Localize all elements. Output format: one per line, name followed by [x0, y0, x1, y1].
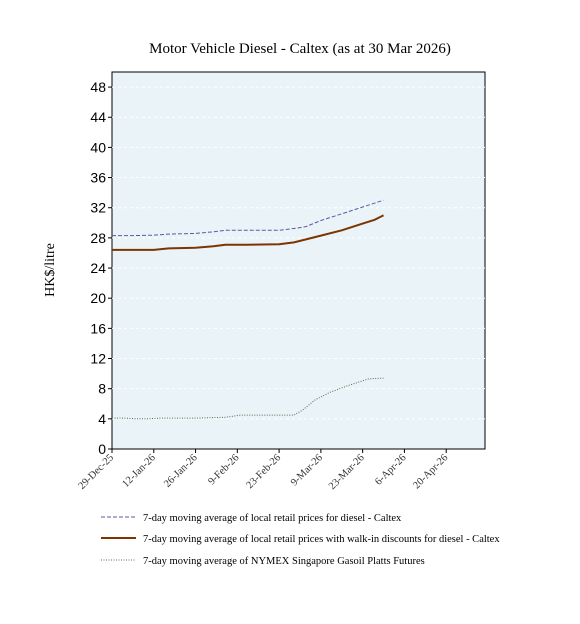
series-line-2	[112, 214, 384, 251]
series-line-3	[112, 377, 384, 420]
y-tick-label: 0	[98, 441, 106, 457]
x-tick-label: 9-Mar-26	[289, 452, 325, 488]
y-tick-label: 48	[90, 79, 106, 95]
legend: 7-day moving average of local retail pri…	[101, 513, 500, 567]
y-tick-label: 28	[90, 230, 106, 246]
y-axis-label: HK$/litre	[43, 243, 58, 297]
y-tick-label: 40	[90, 139, 106, 155]
x-axis: 29-Dec-25 12-Jan-26 26-Jan-26 9-Feb-26 23-Fe…	[77, 449, 450, 492]
x-tick-label: 23-Feb-26	[245, 452, 284, 491]
x-tick-label: 9-Feb-26	[206, 452, 241, 487]
legend-label-3: 7-day moving average of NYMEX Singapore …	[143, 556, 425, 567]
y-tick-label: 4	[98, 411, 106, 427]
plot-area	[111, 71, 486, 450]
chart-title: Motor Vehicle Diesel - Caltex (as at 30 …	[149, 41, 451, 57]
y-tick-label: 8	[98, 381, 106, 397]
y-tick-label: 44	[90, 109, 106, 125]
series-line-1	[112, 199, 384, 237]
x-tick-label: 23-Mar-26	[327, 452, 367, 492]
series-lines	[112, 199, 384, 420]
x-tick-label: 12-Jan-26	[120, 452, 157, 489]
x-tick-label: 26-Jan-26	[162, 452, 199, 489]
y-tick-label: 24	[90, 260, 106, 276]
y-tick-label: 36	[90, 170, 106, 186]
gridlines	[112, 86, 485, 420]
y-tick-label: 12	[90, 351, 106, 367]
y-tick-label: 32	[90, 200, 106, 216]
x-tick-label: 6-Apr-26	[373, 452, 408, 487]
y-tick-label: 20	[90, 290, 106, 306]
x-tick-label: 20-Apr-26	[411, 452, 450, 491]
legend-label-1: 7-day moving average of local retail pri…	[143, 513, 402, 524]
y-tick-label: 16	[90, 320, 106, 336]
legend-label-2: 7-day moving average of local retail pri…	[143, 534, 500, 545]
x-tick-label: 29-Dec-25	[77, 452, 117, 492]
